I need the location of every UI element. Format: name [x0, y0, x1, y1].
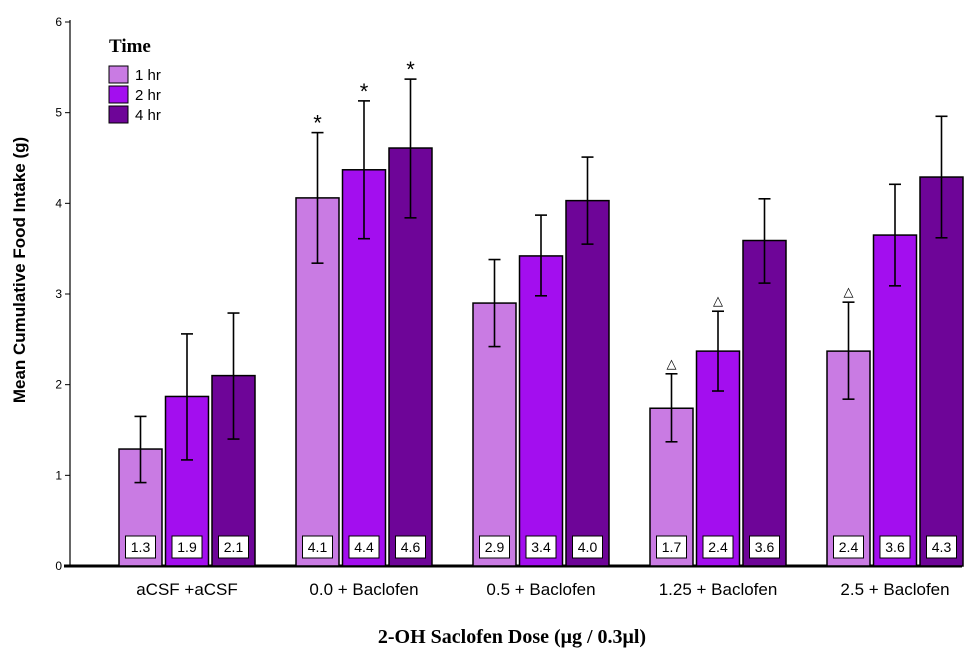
significance-triangle: △: [713, 293, 723, 308]
significance-star: *: [360, 79, 369, 104]
data-label-box: [702, 535, 734, 559]
category-labels-group: aCSF +aCSF 0.0 + Baclofen 0.5 + Baclofen 1.…: [136, 580, 949, 599]
data-label-box: [525, 535, 557, 559]
data-label-box: [302, 535, 333, 559]
data-label-box: [926, 535, 957, 559]
data-labels-group: 1.3 1.9 2.1 4.1 4.4 4.6 2.9 3.4 4.0 1.7 2.4 3.6 2.4 3…: [125, 535, 957, 559]
x-axis-title: 2-OH Saclofen Dose (μg / 0.3μl): [378, 626, 646, 648]
legend-swatch: [108, 65, 129, 84]
data-label-box: [479, 535, 510, 559]
significance-star: *: [406, 57, 415, 82]
significance-star: *: [313, 111, 322, 136]
data-label: 4.6: [401, 539, 421, 555]
data-label: 3.6: [885, 539, 905, 555]
legend-swatch: [108, 105, 129, 124]
data-label: 4.3: [932, 539, 952, 555]
data-label-box: [749, 535, 780, 559]
data-label: 3.4: [531, 539, 551, 555]
significance-triangle: △: [667, 356, 677, 371]
bar: [919, 176, 964, 567]
bar: [472, 302, 517, 567]
legend-label: 1 hr: [135, 67, 161, 84]
y-tick-label: 5: [55, 106, 62, 120]
legend-label: 2 hr: [135, 87, 161, 104]
y-tick-label: 3: [55, 287, 62, 301]
data-label: 4.0: [578, 539, 598, 555]
data-label: 2.4: [708, 539, 728, 555]
y-tick-label: 2: [55, 378, 62, 392]
bars-group: [118, 147, 964, 567]
x-category-label: aCSF +aCSF: [136, 580, 238, 599]
x-category-label: 2.5 + Baclofen: [840, 580, 949, 599]
y-tick-label: 4: [55, 196, 62, 210]
bar: [742, 239, 787, 567]
y-tick-label: 6: [55, 15, 62, 29]
data-label: 2.9: [485, 539, 505, 555]
bar: [518, 255, 564, 567]
y-axis-title: Mean Cumulative Food Intake (g): [10, 137, 29, 403]
data-label-box: [879, 535, 911, 559]
data-label-box: [395, 535, 426, 559]
significance-triangle: △: [844, 284, 854, 299]
y-tick-label: 0: [55, 559, 62, 573]
x-category-label: 1.25 + Baclofen: [659, 580, 778, 599]
legend-title: Time: [109, 36, 151, 57]
data-label-box: [125, 535, 156, 559]
y-tick-label: 1: [55, 468, 62, 482]
data-label-box: [171, 535, 203, 559]
data-label: 2.1: [224, 539, 244, 555]
significance-markers-group: * * * △ △ △: [313, 57, 853, 371]
error-bars-group: [134, 78, 948, 484]
x-category-label: 0.0 + Baclofen: [309, 580, 418, 599]
bar: [872, 234, 918, 567]
legend: Time 1 hr 2 hr 4 hr: [108, 36, 161, 124]
bar: [388, 147, 433, 567]
y-ticks: 0 1 2 3 4 5 6: [55, 15, 70, 573]
legend-swatch: [108, 85, 129, 104]
data-label-box: [348, 535, 380, 559]
data-label: 2.4: [839, 539, 859, 555]
legend-items: 1 hr 2 hr 4 hr: [108, 65, 161, 124]
x-category-label: 0.5 + Baclofen: [486, 580, 595, 599]
bar: [565, 199, 610, 567]
data-label-box: [218, 535, 249, 559]
data-label: 4.4: [354, 539, 374, 555]
data-label: 1.3: [131, 539, 151, 555]
data-label: 1.9: [177, 539, 197, 555]
data-label: 4.1: [308, 539, 328, 555]
data-label: 1.7: [662, 539, 682, 555]
legend-label: 4 hr: [135, 107, 161, 124]
data-label-box: [833, 535, 864, 559]
data-label-box: [656, 535, 687, 559]
data-label-box: [572, 535, 603, 559]
data-label: 3.6: [755, 539, 775, 555]
